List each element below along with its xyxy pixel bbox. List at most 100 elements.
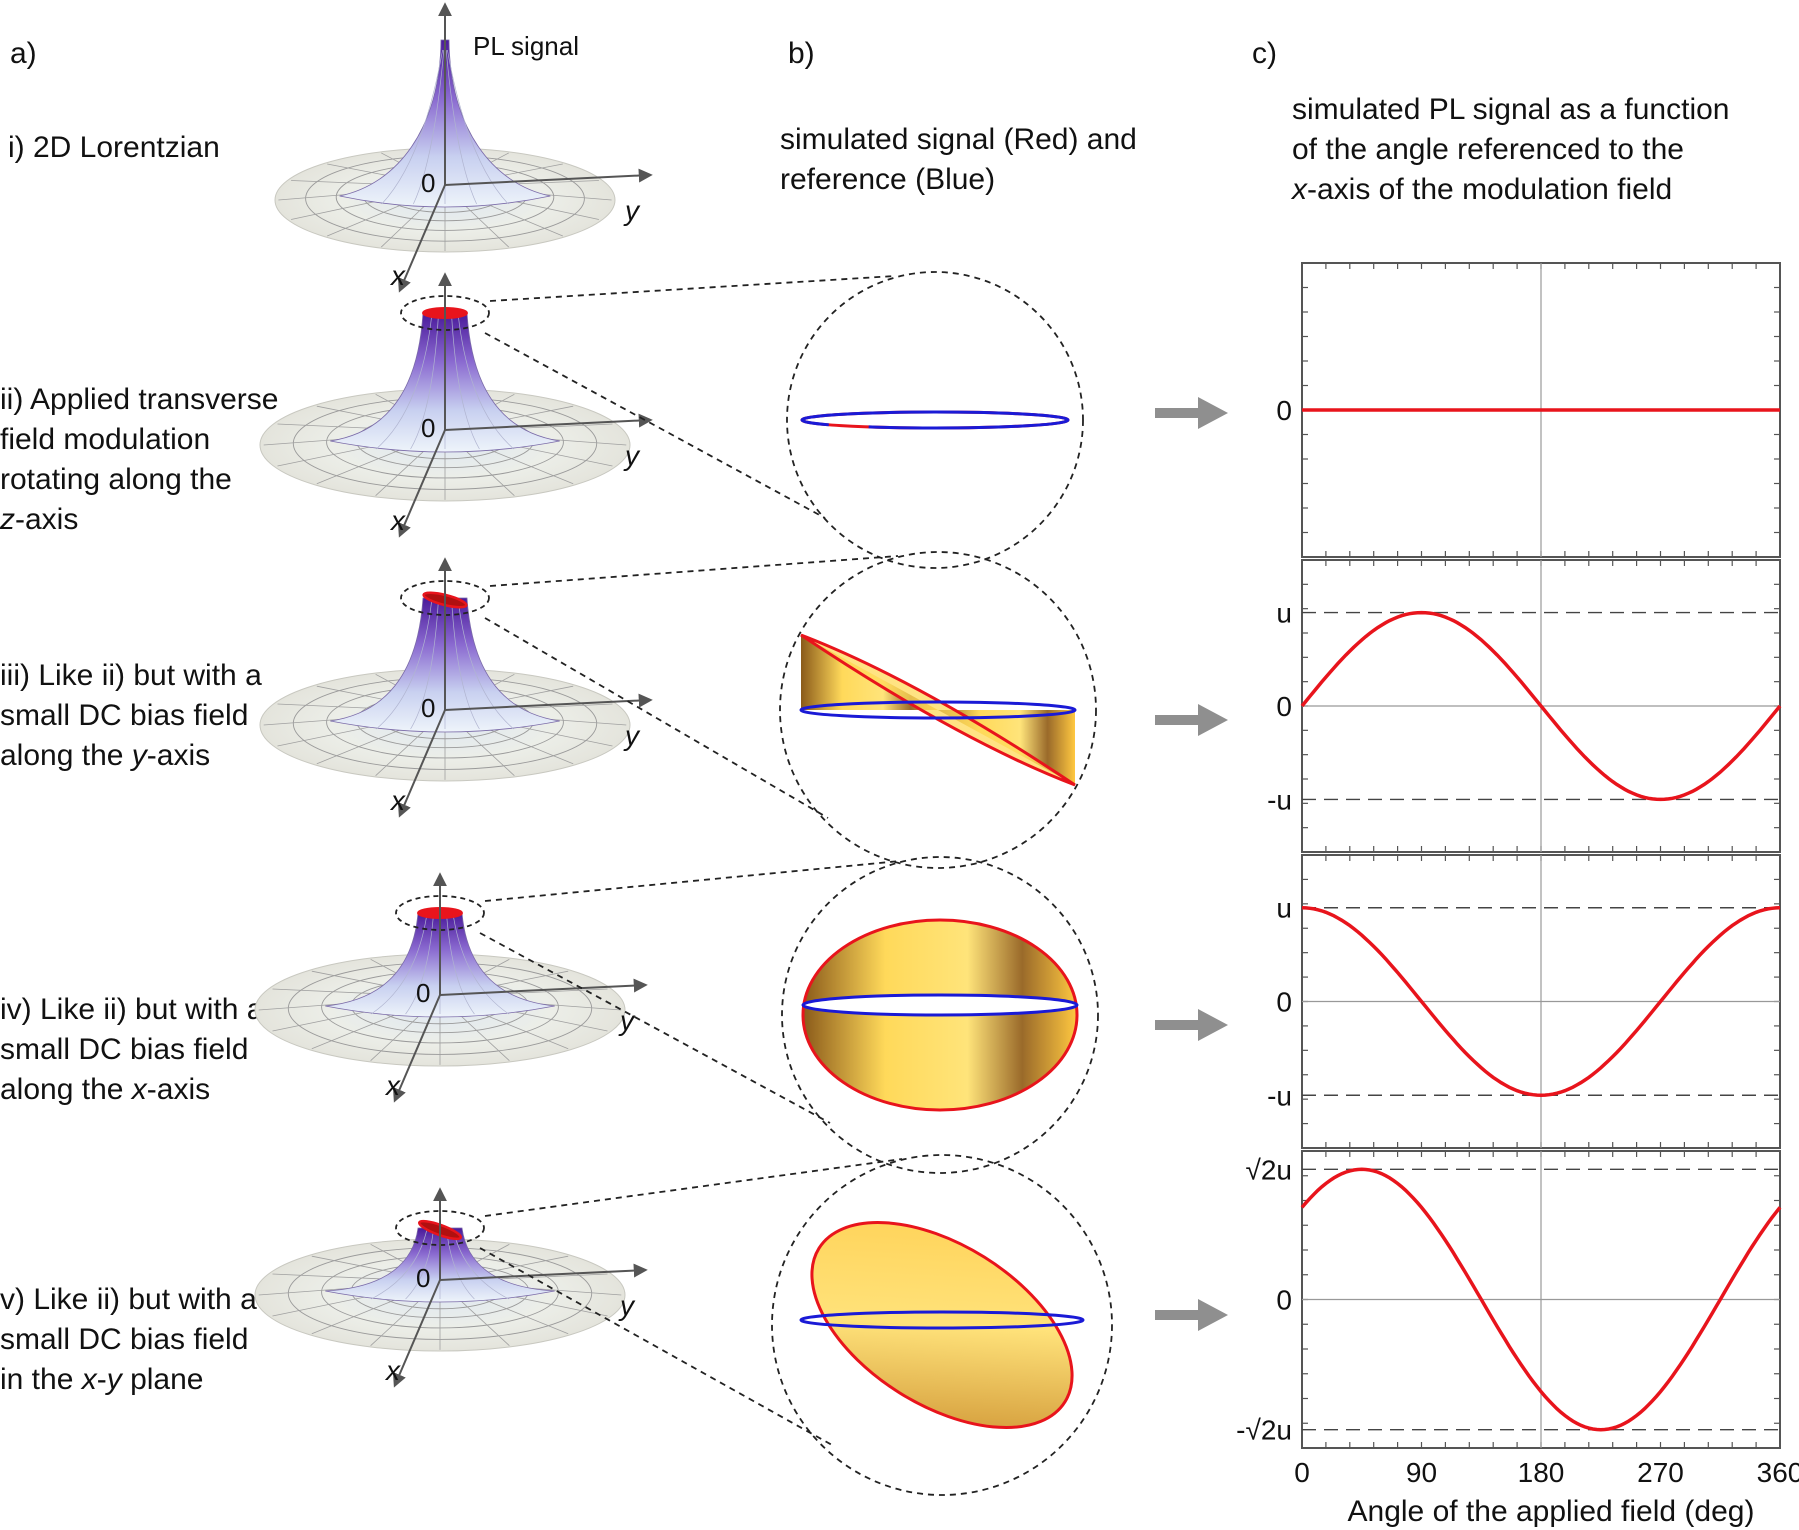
- surface-mesh-radial: [457, 1297, 510, 1346]
- surface-mesh-radial: [311, 1294, 408, 1335]
- x-axis-i: [397, 184, 446, 293]
- row-label-v-mid: -: [96, 1363, 107, 1396]
- row-label-v-line3: in the x-y plane: [0, 1360, 203, 1400]
- y-tick-label: -u: [1267, 784, 1292, 815]
- x-axis-iv: [392, 994, 441, 1103]
- row-label-iii-italic: y: [131, 739, 147, 772]
- signal-curve-iii: [1300, 610, 1782, 802]
- surface-peak-mesh: [410, 314, 439, 450]
- surface-mesh-radial: [462, 447, 515, 496]
- y-axis-label-v: y: [618, 1290, 636, 1321]
- x-tick-label: 0: [1294, 1457, 1310, 1488]
- chart-panel-iii: u 0 -u: [1267, 559, 1782, 853]
- zoom-view-iii: [484, 551, 1097, 869]
- row-label-iv-italic: x: [131, 1073, 147, 1106]
- surface-zoom-circle-v: [395, 1210, 485, 1246]
- reference-ellipse: [799, 700, 1077, 720]
- surface-mesh-radial: [375, 447, 428, 496]
- y-axis-iii: [444, 693, 653, 711]
- zoom-view-v: [479, 1154, 1113, 1496]
- row-label-iii-line3: along the y-axis: [0, 736, 210, 776]
- zoom-leader-top: [484, 1158, 903, 1217]
- y-tick-label: √2u: [1245, 1154, 1292, 1185]
- signal-ellipse: [800, 633, 1076, 787]
- row-label-iv-pre: along the: [0, 1073, 132, 1106]
- surface-peak-mesh: [445, 49, 477, 205]
- arrow-shape: [1155, 1299, 1228, 1331]
- surface-zoom-circle-iii: [400, 580, 490, 616]
- surface-mesh-radial: [380, 201, 430, 248]
- row-label-v-line1: v) Like ii) but with a: [0, 1283, 257, 1316]
- zoom-leader-bottom: [484, 332, 826, 519]
- x-axis-label-iv: x: [384, 1070, 401, 1101]
- surface-peak-mesh: [381, 49, 443, 205]
- surface-mesh-radial: [462, 727, 515, 776]
- y-tick-label: -u: [1267, 1080, 1292, 1111]
- x-axis-title: Angle of the applied field (deg): [1348, 1495, 1755, 1528]
- surface-mesh-radial: [460, 201, 510, 248]
- signal-ellipse: [810, 1220, 1074, 1430]
- column-c-title-rest: -axis of the modulation field: [1307, 173, 1673, 206]
- surface-peak-mesh: [447, 49, 509, 205]
- x-tick-label: 90: [1406, 1457, 1437, 1488]
- surface-mesh-radial: [370, 1012, 423, 1061]
- surface-mesh-radial: [482, 1273, 608, 1281]
- surface-mesh-radial: [375, 727, 428, 776]
- origin-label-v: 0: [416, 1263, 430, 1293]
- row-label-iii-pre: along the: [0, 739, 132, 772]
- surface-peak-mesh: [451, 314, 480, 450]
- zoom-view-ii: [484, 271, 1084, 569]
- y-axis-iv: [439, 978, 648, 996]
- y-axis-label-ii: y: [623, 440, 641, 471]
- zoom-leader-bottom: [479, 1247, 833, 1446]
- row-label-iv-line3: along the x-axis: [0, 1070, 210, 1110]
- row-label-iii-line2: small DC bias field: [0, 699, 249, 732]
- zoom-circle-ii: [786, 271, 1084, 569]
- signal-curve-iv: [1301, 905, 1781, 1098]
- row-label-iii-post: -axis: [146, 739, 211, 772]
- x-axis-iii: [397, 709, 446, 818]
- arrow-shape: [1155, 704, 1228, 736]
- surface-peak-mesh: [375, 599, 433, 730]
- y-axis-label-iii: y: [623, 720, 641, 751]
- x-axis-ii: [397, 429, 446, 538]
- surface-mesh-radial: [477, 724, 574, 765]
- row-label-iii-line1: iii) Like ii) but with a: [0, 659, 262, 692]
- y-tick-label: -√2u: [1236, 1415, 1292, 1446]
- transition-arrow-iv: [1155, 1009, 1228, 1041]
- surface-peak-mesh: [457, 599, 515, 730]
- y-tick-label: 0: [1276, 987, 1292, 1018]
- surface-peak-mesh: [405, 1229, 434, 1300]
- row-label-v-line2: small DC bias field: [0, 1323, 249, 1356]
- row-label-v-post: plane: [121, 1363, 204, 1396]
- origin-label-iv: 0: [416, 978, 430, 1008]
- surface-mesh-radial: [477, 444, 574, 485]
- origin-label-i: 0: [421, 168, 435, 198]
- origin-label-iii: 0: [421, 693, 435, 723]
- surface-peak-mesh: [413, 49, 445, 205]
- row-label-iv-line1: iv) Like ii) but with a: [0, 993, 264, 1026]
- column-b-title-line1: simulated signal (Red) and: [780, 123, 1137, 156]
- zoom-circle-iv: [781, 856, 1099, 1174]
- zoom-view-iv: [479, 856, 1099, 1174]
- arrow-shape: [1155, 397, 1228, 429]
- row-label-ii-italic: z: [0, 503, 15, 536]
- surface-mesh-radial: [457, 1012, 510, 1061]
- lorentzian-surface-v: 0 y x: [254, 1187, 648, 1388]
- row-label-v-italic: x: [81, 1363, 97, 1396]
- chart-panel-iv: u 0 -u: [1267, 854, 1781, 1149]
- chart-panel-ii: 0: [1276, 262, 1781, 558]
- panel-label-b: b): [788, 37, 815, 70]
- row-label-ii-line1: ii) Applied transverse: [0, 383, 279, 416]
- surface-peak-mesh: [410, 599, 439, 730]
- column-c-title-italic: x: [1292, 173, 1307, 206]
- x-axis-label-i: x: [389, 260, 406, 291]
- reference-ellipse: [799, 1310, 1085, 1330]
- row-label-ii-line4: z-axis: [0, 500, 78, 540]
- y-tick-label: 0: [1276, 691, 1292, 722]
- surface-mesh-radial: [472, 1009, 569, 1050]
- chart-panel-v: √2u 0 -√2u: [1236, 1150, 1782, 1449]
- y-axis-i: [444, 168, 653, 186]
